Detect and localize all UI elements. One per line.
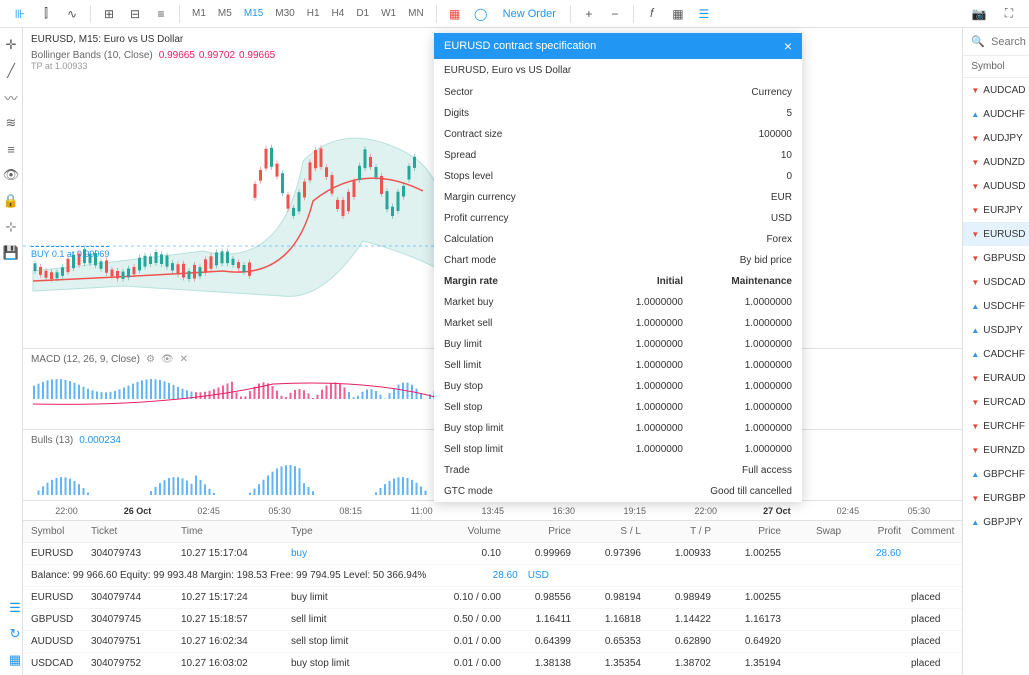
eye-icon[interactable]: 👁 (0, 164, 22, 186)
calendar-icon[interactable]: ▦ (4, 649, 26, 671)
search-input[interactable] (991, 36, 1029, 48)
candlestick-icon[interactable]: ⊪ (8, 2, 32, 26)
bb-label: Bollinger Bands (10, Close) (31, 50, 153, 61)
timeframe-m5[interactable]: M5 (212, 2, 238, 26)
grid-icon[interactable]: ▦ (443, 2, 467, 26)
settings-icon[interactable]: ⚙ (146, 354, 155, 365)
symbol-row-usdcad[interactable]: ▼USDCAD1.351541.35194-0.28% (963, 270, 1029, 294)
order-row[interactable]: GBPUSD30407974510.27 15:18:57sell limit0… (23, 609, 962, 631)
plus-icon[interactable]: + (577, 2, 601, 26)
symbol-header: SymbolBidAskChg % (963, 56, 1029, 78)
symbol-row-usdjpy[interactable]: ▲USDJPY145.870145.900-0.36% (963, 318, 1029, 342)
order-row[interactable]: EURUSD30407974410.27 15:17:24buy limit0.… (23, 587, 962, 609)
drawline-icon[interactable]: 〰 (0, 86, 22, 108)
symbol-row-eurusd[interactable]: ▼EURUSD1.002541.002540.61% (963, 222, 1029, 246)
lock-icon[interactable]: 🔒 (0, 190, 22, 212)
macd-label: MACD (12, 26, 9, Close) (31, 354, 140, 365)
order-row[interactable]: EURUSD30407974310.27 15:17:04buy0.100.99… (23, 543, 962, 565)
time-axis: 22:0026 Oct02:4505:3008:1511:0013:4516:3… (23, 500, 962, 520)
fibo-icon[interactable]: ≋ (0, 112, 22, 134)
symbol-row-eurgbp[interactable]: ▼EURGBP0.862920.86301-0.44% (963, 486, 1029, 510)
tree-icon[interactable]: ⊹ (0, 216, 22, 238)
timeframe-w1[interactable]: W1 (375, 2, 402, 26)
symbol-row-gbpjpy[interactable]: ▲GBPJPY169.492169.518-0.39% (963, 510, 1029, 534)
symbol-row-euraud[interactable]: ▼EURAUD1.543491.54449-0.53% (963, 366, 1029, 390)
camera-icon[interactable]: 📷 (967, 2, 991, 26)
timeframe-m15[interactable]: M15 (238, 2, 269, 26)
chart-title: EURUSD, M15: Euro vs US Dollar (31, 34, 183, 45)
order-row[interactable]: USDCAD30407975210.27 16:03:02buy stop li… (23, 653, 962, 675)
bb-values: 0.996650.997020.99665 (159, 50, 279, 61)
timeframe-h1[interactable]: H1 (301, 2, 326, 26)
function-icon[interactable]: 𝑓 (640, 2, 664, 26)
trendline-icon[interactable]: ╱ (0, 60, 22, 82)
symbol-row-audcad[interactable]: ▼AUDCAD0.877640.87786-0.32% (963, 78, 1029, 102)
eye-icon[interactable]: 👁 (161, 354, 174, 365)
symbol-row-gbpusd[interactable]: ▼GBPUSD1.161721.16175-0.08% (963, 246, 1029, 270)
timeframe-d1[interactable]: D1 (350, 2, 375, 26)
timeframe-m30[interactable]: M30 (269, 2, 300, 26)
zoom-in-icon[interactable]: ⊞ (97, 2, 121, 26)
list-icon[interactable]: ☰ (692, 2, 716, 26)
left-toolbar: ✛ ╱ 〰 ≋ ≡ 👁 🔒 ⊹ 💾 (0, 28, 23, 675)
symbol-row-eurcad[interactable]: ▼EURCAD1.354841.35564-0.86% (963, 390, 1029, 414)
symbol-row-audnzd[interactable]: ▼AUDNZD1.109381.11058-0.35% (963, 150, 1029, 174)
symbol-row-cadchf[interactable]: ▲CADCHF0.730950.731550.5% (963, 342, 1029, 366)
timeframe-m1[interactable]: M1 (186, 2, 212, 26)
fullscreen-icon[interactable]: ⛶ (997, 2, 1021, 26)
symbol-row-audjpy[interactable]: ▼AUDJPY94.71394.773-0.37% (963, 126, 1029, 150)
symbol-row-audchf[interactable]: ▲AUDCHF0.641480.642280.11% (963, 102, 1029, 126)
save-icon[interactable]: 💾 (0, 242, 22, 264)
popup-title: EURUSD contract specification (444, 40, 596, 52)
circle-icon[interactable]: ◯ (469, 2, 493, 26)
orders-panel: SymbolTicketTimeTypeVolumePriceS / LT / … (23, 520, 962, 675)
bulls-value: 0.000234 (79, 435, 121, 446)
orders-header: SymbolTicketTimeTypeVolumePriceS / LT / … (23, 521, 962, 543)
history-icon[interactable]: ↻ (4, 623, 26, 645)
channel-icon[interactable]: ≡ (0, 138, 22, 160)
symbol-row-eurjpy[interactable]: ▼EURJPY146.263146.293-0.89% (963, 198, 1029, 222)
symbol-sidebar: 🔍 SymbolBidAskChg % ▼AUDCAD0.877640.8778… (962, 28, 1029, 675)
calendar-icon[interactable]: ▦ (666, 2, 690, 26)
symbol-row-audusd[interactable]: ▼AUDUSD0.649200.64950-0.06% (963, 174, 1029, 198)
line-chart-icon[interactable]: ∿ (60, 2, 84, 26)
zoom-out-icon[interactable]: ⊟ (123, 2, 147, 26)
popup-subtitle: EURUSD, Euro vs US Dollar (434, 59, 802, 82)
symbol-row-gbpchf[interactable]: ▲GBPCHF1.148071.148770.15% (963, 462, 1029, 486)
buy-entry-label: BUY 0.1 at 0.99969 (31, 246, 109, 259)
timeframe-h4[interactable]: H4 (326, 2, 351, 26)
minus-icon[interactable]: − (603, 2, 627, 26)
timeframe-mn[interactable]: MN (402, 2, 430, 26)
close-icon[interactable]: ✕ (180, 354, 188, 365)
bar-chart-icon[interactable]: ⫿ (34, 2, 58, 26)
indicator-icon[interactable]: ≡ (149, 2, 173, 26)
symbol-row-eurnzd[interactable]: ▼EURNZD1.713131.71433-0.84% (963, 438, 1029, 462)
new-order-button[interactable]: New Order (495, 8, 564, 20)
list-icon[interactable]: ☰ (4, 597, 26, 619)
close-icon[interactable]: × (784, 38, 792, 54)
order-row[interactable]: AUDUSD30407975110.27 16:02:34sell stop l… (23, 631, 962, 653)
symbol-row-usdchf[interactable]: ▲USDCHF0.988490.988550.24% (963, 294, 1029, 318)
bulls-label: Bulls (13) (31, 435, 73, 446)
top-toolbar: ⊪ ⫿ ∿ ⊞ ⊟ ≡ M1M5M15M30H1H4D1W1MN ▦ ◯ New… (0, 0, 1029, 28)
contract-spec-popup: EURUSD contract specification × EURUSD, … (434, 33, 802, 502)
search-icon: 🔍 (971, 35, 985, 48)
crosshair-icon[interactable]: ✛ (0, 34, 22, 56)
symbol-row-eurchf[interactable]: ▼EURCHF0.990900.99120-0.34% (963, 414, 1029, 438)
